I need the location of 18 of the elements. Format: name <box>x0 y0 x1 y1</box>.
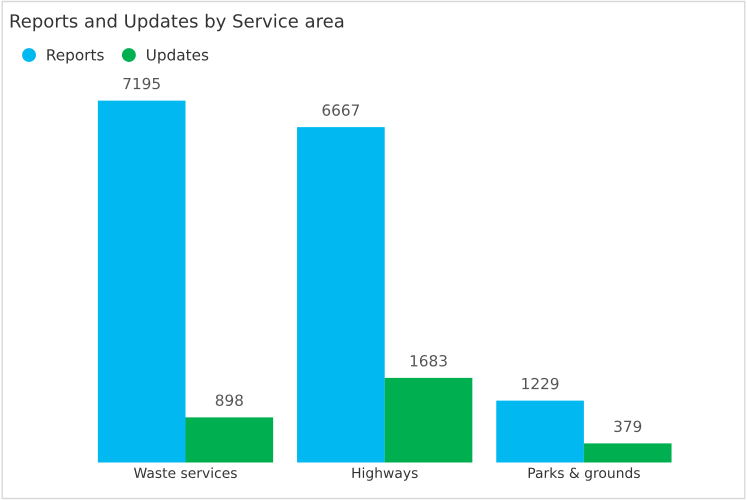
data-label: 1683 <box>410 354 447 367</box>
x-tick-label: Waste services <box>134 467 237 478</box>
bar <box>496 400 584 462</box>
chart-title: Reports and Updates by Service area <box>10 14 344 32</box>
legend-label: Reports <box>47 49 104 64</box>
data-label: 898 <box>216 394 243 406</box>
bar <box>98 100 186 462</box>
data-label: 1229 <box>522 378 558 390</box>
data-label: 6667 <box>322 104 360 116</box>
data-label: 379 <box>614 420 642 432</box>
bar <box>297 127 385 462</box>
bar <box>584 443 672 462</box>
data-label: 7195 <box>123 78 160 90</box>
legend-label: Updates <box>147 48 208 64</box>
bar <box>186 417 274 462</box>
bar <box>384 378 472 462</box>
x-tick-label: Parks & grounds <box>528 467 640 481</box>
x-tick-label: Highways <box>352 467 418 481</box>
